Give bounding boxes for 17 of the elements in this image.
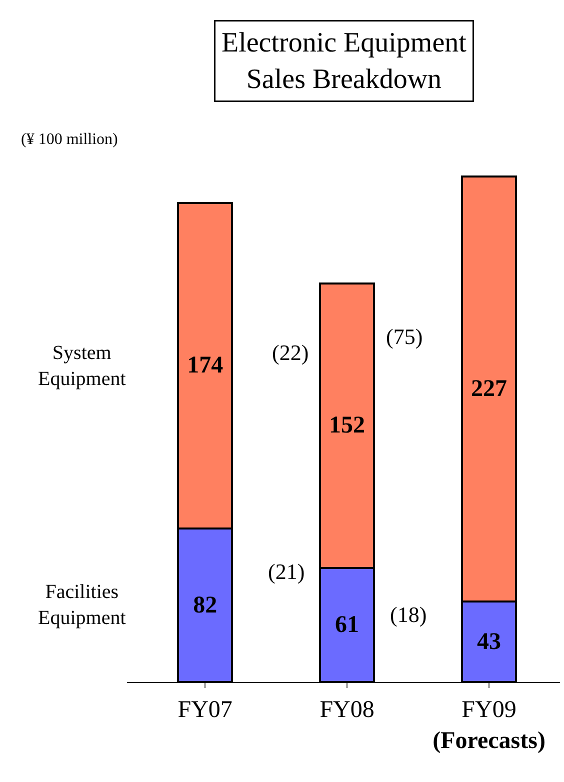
x-tick-label: FY08 bbox=[320, 696, 374, 723]
text: Facilities Equipment bbox=[38, 581, 126, 629]
annotation: (18) bbox=[390, 602, 427, 627]
data-label: 43 bbox=[477, 628, 502, 655]
x-tick-label: FY07 bbox=[178, 696, 232, 723]
annotation: (21) bbox=[268, 559, 305, 584]
annotation: (75) bbox=[386, 324, 423, 349]
chart-title: Electronic Equipment Sales Breakdown bbox=[222, 28, 467, 95]
annotation: (22) bbox=[272, 340, 309, 365]
data-label: 227 bbox=[471, 376, 508, 402]
data-label: 82 bbox=[193, 592, 218, 618]
data-label: 152 bbox=[329, 412, 366, 439]
x-tick-label: FY09 (Forecasts) bbox=[432, 696, 546, 754]
data-label: 174 bbox=[187, 352, 224, 379]
data-label: 61 bbox=[335, 612, 360, 638]
y-axis-title: (¥ 100 million) bbox=[21, 131, 118, 148]
text: System Equipment bbox=[38, 342, 126, 390]
